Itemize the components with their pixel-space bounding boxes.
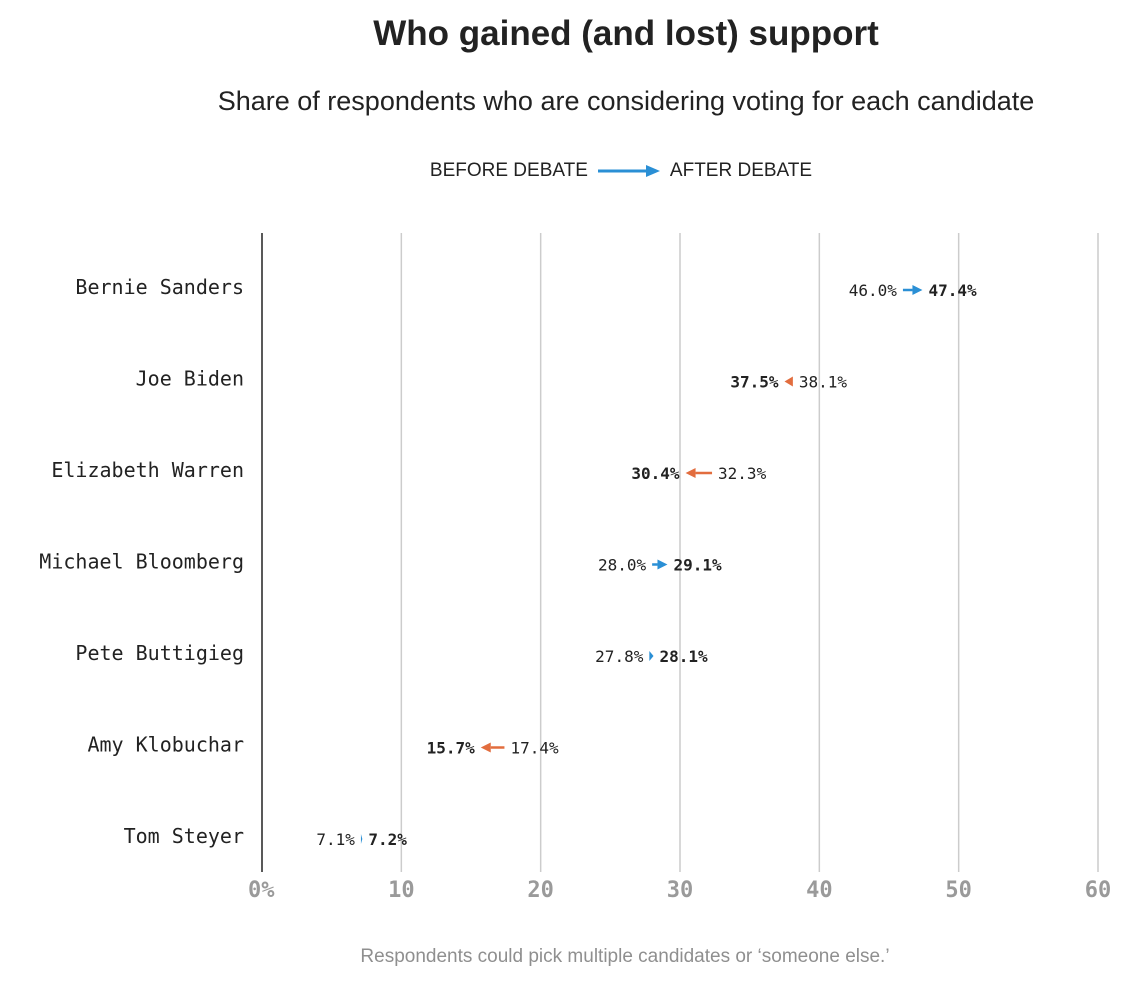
x-tick-label: 60 xyxy=(1085,878,1112,903)
x-tick-label: 40 xyxy=(806,878,833,903)
candidate-name: Joe Biden xyxy=(136,367,244,391)
x-tick-label: 50 xyxy=(945,878,972,903)
chart-title: Who gained (and lost) support xyxy=(373,14,879,53)
after-value-label: 7.2% xyxy=(368,830,407,849)
before-value-label: 46.0% xyxy=(849,281,898,300)
after-value-label: 47.4% xyxy=(928,281,977,300)
legend-after-label: AFTER DEBATE xyxy=(669,160,813,181)
change-arrowhead xyxy=(657,559,668,570)
after-value-label: 37.5% xyxy=(730,373,779,392)
candidate-name: Michael Bloomberg xyxy=(39,550,244,574)
legend-before-label: BEFORE DEBATE xyxy=(429,160,588,181)
legend: BEFORE DEBATE AFTER DEBATE xyxy=(0,160,1142,182)
x-tick-label: 30 xyxy=(667,878,694,903)
before-value-label: 27.8% xyxy=(595,647,644,666)
change-arrowhead xyxy=(784,376,793,387)
legend-arrow-icon xyxy=(597,165,660,177)
candidate-name: Elizabeth Warren xyxy=(51,458,244,482)
change-arrowhead xyxy=(912,285,923,295)
before-value-label: 28.0% xyxy=(598,556,647,575)
change-arrowhead xyxy=(480,742,491,753)
chart-subtitle: Share of respondents who are considering… xyxy=(217,86,1035,116)
x-tick-label: 20 xyxy=(527,878,554,903)
chart-footnote: Respondents could pick multiple candidat… xyxy=(360,946,890,967)
candidate-name: Bernie Sanders xyxy=(75,275,244,299)
after-value-label: 15.7% xyxy=(427,739,476,758)
after-value-label: 30.4% xyxy=(631,464,680,483)
after-value-label: 29.1% xyxy=(673,556,722,575)
x-tick-label: 0% xyxy=(248,878,275,903)
before-value-label: 32.3% xyxy=(718,464,767,483)
candidate-name: Pete Buttigieg xyxy=(75,641,244,665)
change-arrowhead xyxy=(360,834,363,844)
before-value-label: 38.1% xyxy=(799,373,848,392)
candidate-name: Tom Steyer xyxy=(124,824,244,848)
candidate-name: Amy Klobuchar xyxy=(87,733,244,757)
before-value-label: 7.1% xyxy=(316,830,355,849)
before-value-label: 17.4% xyxy=(510,739,559,758)
change-arrowhead xyxy=(685,468,696,478)
after-value-label: 28.1% xyxy=(660,647,709,666)
change-arrowhead xyxy=(649,651,654,661)
x-tick-label: 10 xyxy=(388,878,415,903)
